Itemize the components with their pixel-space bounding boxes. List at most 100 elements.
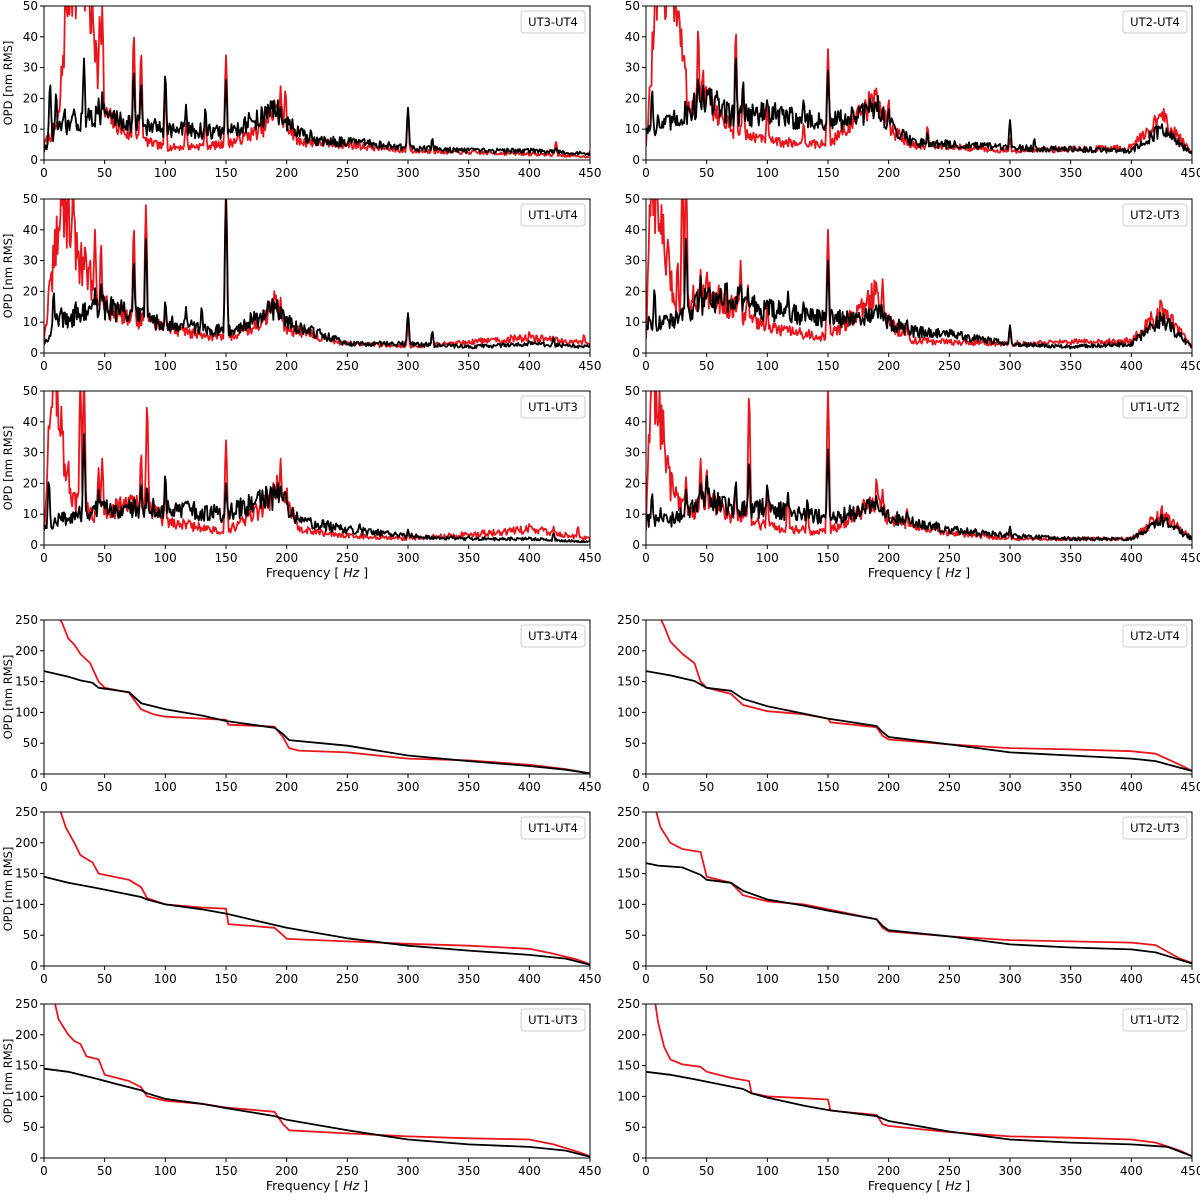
y-tick-label: 50 [23, 1120, 38, 1134]
x-tick-label: 300 [397, 780, 420, 794]
x-tick-label: 400 [1120, 1164, 1143, 1178]
x-tick-label: 0 [40, 1164, 48, 1178]
y-tick-label: 100 [15, 705, 38, 719]
legend-box [520, 1008, 586, 1032]
y-tick-label: 0 [30, 153, 38, 167]
x-tick-label: 300 [397, 359, 420, 373]
x-tick-label: 150 [817, 1164, 840, 1178]
y-tick-label: 40 [625, 30, 640, 44]
x-tick-label: 200 [275, 1164, 298, 1178]
x-tick-label: 450 [579, 972, 602, 986]
y-tick-label: 200 [15, 836, 38, 850]
y-tick-label: 100 [15, 1089, 38, 1103]
x-tick-label: 100 [154, 551, 177, 565]
x-tick-label: 50 [97, 780, 112, 794]
panel-ut1-ut2-spectrum: 0 50 100 150 200 250 300 350 400 450 0 10 20 30 40 50 UT… [625, 384, 1200, 580]
y-tick-label: 10 [625, 122, 640, 136]
x-tick-label: 450 [579, 1164, 602, 1178]
series-group [646, 391, 1192, 542]
x-tick-label: 100 [154, 972, 177, 986]
y-axis-label: OPD [nm RMS] [1, 234, 15, 319]
x-tick-label: 50 [97, 1164, 112, 1178]
legend-box [1122, 1008, 1188, 1032]
series-line-black [44, 433, 590, 544]
x-tick-label: 200 [275, 780, 298, 794]
series-group [646, 6, 1192, 155]
x-tick-label: 450 [579, 359, 602, 373]
y-tick-label: 150 [617, 1059, 640, 1073]
axes-frame [43, 619, 591, 775]
x-tick-label: 400 [518, 359, 541, 373]
panel-ut1-ut3-cumulative: 0 50 100 150 200 250 300 350 400 450 0 50 100 150 200 2… [1, 997, 601, 1193]
x-tick-label: 100 [154, 1164, 177, 1178]
y-tick-label: 250 [15, 613, 38, 627]
x-tick-label: 50 [699, 359, 714, 373]
legend-box [520, 624, 586, 648]
y-tick-label: 30 [23, 254, 38, 268]
panel-title: UT2-UT4 [1130, 629, 1180, 643]
x-tick-label: 100 [756, 359, 779, 373]
x-tick-label: 300 [397, 972, 420, 986]
x-tick-label: 250 [938, 359, 961, 373]
x-axis-label-unit: Hz [945, 565, 961, 580]
x-tick-label: 250 [336, 780, 359, 794]
y-tick-label: 150 [617, 675, 640, 689]
x-axis-label-suffix: ] [359, 565, 368, 580]
x-axis-label-suffix: ] [961, 565, 970, 580]
series-line-black [44, 875, 590, 966]
y-tick-label: 10 [625, 507, 640, 521]
x-tick-label: 50 [97, 972, 112, 986]
y-tick-label: 0 [632, 153, 640, 167]
x-axis-label-unit: Hz [343, 1178, 359, 1193]
x-tick-label: 100 [154, 780, 177, 794]
panel-title: UT2-UT4 [1130, 15, 1180, 29]
y-tick-label: 0 [30, 767, 38, 781]
x-tick-label: 300 [999, 780, 1022, 794]
y-tick-label: 50 [23, 192, 38, 206]
axes-frame [43, 811, 591, 967]
series-line-black [44, 199, 590, 350]
x-tick-label: 200 [877, 1164, 900, 1178]
axes-frame [645, 1003, 1193, 1159]
x-tick-label: 300 [397, 1164, 420, 1178]
panel-ut3-ut4-cumulative: 0 50 100 150 200 250 300 350 400 450 0 50 100 150 200 2… [1, 613, 601, 794]
x-tick-label: 150 [817, 780, 840, 794]
x-tick-label: 100 [756, 166, 779, 180]
x-tick-label: 50 [97, 359, 112, 373]
x-axis-label-suffix: ] [359, 1178, 368, 1193]
x-tick-label: 450 [1181, 551, 1200, 565]
x-tick-label: 450 [1181, 972, 1200, 986]
x-axis-label-unit: Hz [343, 565, 359, 580]
x-tick-label: 250 [938, 551, 961, 565]
y-tick-label: 50 [625, 928, 640, 942]
legend-box [520, 10, 586, 34]
x-tick-label: 350 [457, 780, 480, 794]
x-axis-label: Frequency [ Hz ] [868, 565, 970, 580]
y-axis-label: OPD [nm RMS] [1, 847, 15, 932]
x-axis-label-prefix: Frequency [ [868, 1178, 945, 1193]
panel-title: UT1-UT2 [1130, 400, 1180, 414]
series-line-red [646, 199, 1192, 349]
y-tick-label: 20 [23, 284, 38, 298]
axes-frame [645, 198, 1193, 354]
y-tick-label: 100 [617, 1089, 640, 1103]
y-tick-label: 150 [15, 675, 38, 689]
x-tick-label: 350 [457, 972, 480, 986]
y-tick-label: 250 [15, 805, 38, 819]
y-tick-label: 10 [23, 315, 38, 329]
panel-title: UT1-UT3 [528, 400, 578, 414]
x-tick-label: 400 [518, 1164, 541, 1178]
x-tick-label: 0 [642, 1164, 650, 1178]
x-tick-label: 250 [336, 359, 359, 373]
x-tick-label: 250 [336, 972, 359, 986]
y-tick-label: 200 [15, 1028, 38, 1042]
x-tick-label: 50 [699, 166, 714, 180]
y-tick-label: 30 [625, 254, 640, 268]
x-tick-label: 300 [397, 551, 420, 565]
x-tick-label: 150 [817, 972, 840, 986]
y-tick-label: 0 [30, 1151, 38, 1165]
x-tick-label: 200 [877, 166, 900, 180]
y-tick-label: 200 [617, 1028, 640, 1042]
panel-title: UT1-UT3 [528, 1013, 578, 1027]
y-tick-label: 40 [23, 223, 38, 237]
